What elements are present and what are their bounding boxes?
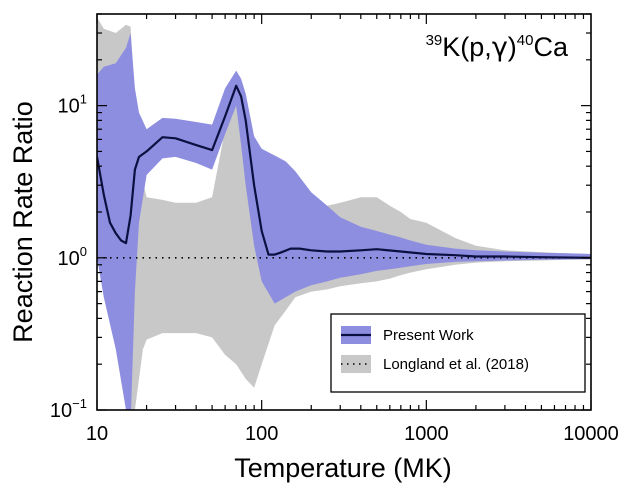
y-tick-label: 100: [58, 244, 87, 270]
band-longland-2018: [97, 17, 591, 410]
x-axis-title: Temperature (MK): [234, 453, 452, 483]
x-tick-label: 10000: [563, 423, 619, 445]
y-tick-label: 101: [58, 92, 87, 118]
axis-ticks: [96, 13, 592, 411]
annotation-base-mid: ): [508, 32, 517, 62]
series-lines: [97, 84, 591, 259]
y-axis-title: Reaction Rate Ratio: [8, 101, 38, 343]
x-tick-label: 1000: [404, 423, 449, 445]
plot-frame: [96, 13, 592, 411]
reaction-annotation: 39K(p,γ)40Ca: [426, 32, 569, 63]
annotation-base-right: Ca: [533, 32, 568, 62]
legend: Present Work Longland et al. (2018): [330, 313, 586, 393]
annotation-mass-top: 39: [426, 32, 443, 49]
y-tick-label: 10−1: [50, 396, 87, 422]
annotation-mass-right: 40: [517, 32, 534, 49]
x-tick-label: 10: [86, 423, 108, 445]
legend-label-longland: Longland et al. (2018): [383, 356, 529, 373]
line-present-work: [97, 84, 591, 259]
legend-swatch-longland: [341, 355, 371, 373]
x-tick-label: 100: [245, 423, 278, 445]
tick-labels: 10 100 1000 10000 10−1 100 101: [50, 92, 619, 445]
legend-box: [330, 313, 586, 393]
annotation-base-left: K(p,: [442, 32, 492, 62]
annotation-gamma: γ: [492, 32, 508, 63]
legend-label-present-work: Present Work: [383, 327, 474, 344]
